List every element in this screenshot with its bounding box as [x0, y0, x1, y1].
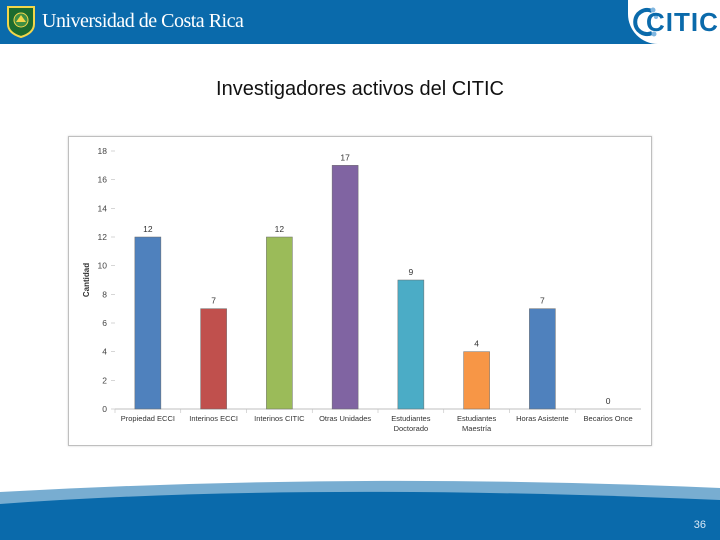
bar-chart: Cantidad 0 2 4 6 8 10 12 14 16 18 12 Propiedad ECCI 7…	[82, 146, 641, 433]
footer-wave	[0, 480, 720, 540]
x-tick-label: Estudiantes	[457, 414, 496, 423]
y-tick-label: 8	[102, 289, 107, 299]
citic-logo-text: CITIC	[646, 7, 719, 37]
x-tick-label: Becarios Once	[584, 414, 633, 423]
y-tick-label: 2	[102, 375, 107, 385]
citic-logo-badge	[628, 0, 720, 44]
y-tick-label: 0	[102, 404, 107, 414]
y-tick-label: 16	[98, 175, 108, 185]
university-seal-icon	[7, 6, 35, 38]
bar	[200, 308, 227, 410]
data-label: 4	[474, 339, 479, 349]
data-label: 0	[606, 396, 611, 406]
x-tick-label: Interinos CITIC	[254, 414, 305, 423]
y-tick-label: 10	[98, 261, 108, 271]
bar	[529, 308, 556, 410]
y-tick-label: 12	[98, 232, 108, 242]
y-tick-label: 18	[98, 146, 108, 156]
header-bar: Universidad de Costa Rica CITIC	[0, 0, 720, 44]
x-tick-label: Propiedad ECCI	[121, 414, 175, 423]
data-label: 7	[540, 296, 545, 306]
y-tick-label: 14	[98, 203, 108, 213]
page-number: 36	[693, 519, 706, 531]
data-label: 17	[340, 152, 350, 162]
x-tick-label: Estudiantes	[391, 414, 430, 423]
x-tick-label: Maestría	[462, 424, 492, 433]
bar	[463, 351, 490, 410]
y-tick-label: 4	[102, 347, 107, 357]
y-tick-label: 6	[102, 318, 107, 328]
slide-title: Investigadores activos del CITIC	[216, 78, 504, 100]
x-tick-label: Doctorado	[394, 424, 429, 433]
data-label: 12	[143, 224, 153, 234]
y-axis-label: Cantidad	[82, 263, 91, 297]
data-label: 9	[409, 267, 414, 277]
bar	[331, 165, 359, 410]
x-tick-label: Horas Asistente	[516, 414, 569, 423]
citic-logo-mark-icon	[633, 7, 658, 37]
bar	[134, 236, 162, 410]
x-tick-label: Otras Unidades	[319, 414, 371, 423]
university-name: Universidad de Costa Rica	[42, 10, 244, 32]
bar	[397, 279, 425, 410]
bar	[266, 236, 293, 410]
bar-chart-frame: Cantidad 0 2 4 6 8 10 12 14 16 18 12 Propiedad ECCI 7…	[68, 136, 652, 446]
data-label: 12	[275, 224, 285, 234]
data-label: 7	[211, 296, 216, 306]
x-tick-label: Interinos ECCI	[189, 414, 238, 423]
